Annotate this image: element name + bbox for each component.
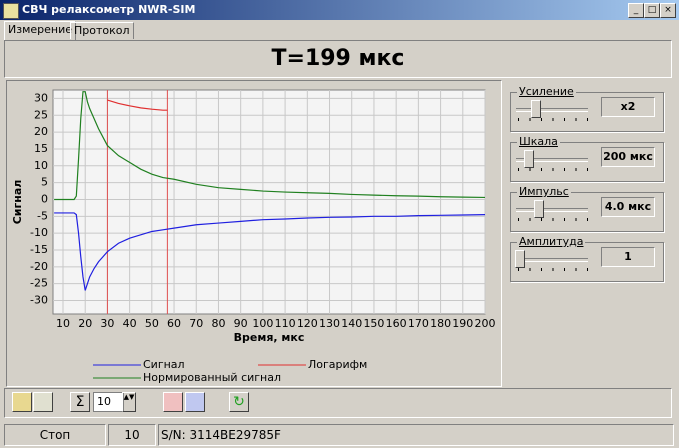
spin-button[interactable]: ▲▼ (122, 392, 136, 412)
slider-thumb[interactable] (533, 200, 544, 218)
control-value: 200 мкс (601, 147, 655, 167)
x-tick-label: 70 (189, 317, 203, 330)
result-header: T=199 мкс (4, 40, 672, 78)
slider-track (516, 108, 588, 112)
sum-button[interactable]: Σ (70, 392, 90, 412)
control-value: 4.0 мкс (601, 197, 655, 217)
x-tick-label: 120 (297, 317, 318, 330)
y-tick-label: 10 (34, 159, 48, 172)
legend-label: Сигнал (143, 358, 185, 371)
series-line (54, 91, 486, 201)
control-group: Импульс (510, 185, 664, 232)
x-tick-label: 90 (234, 317, 248, 330)
x-tick-label: 180 (430, 317, 451, 330)
x-tick-label: 60 (167, 317, 181, 330)
x-tick-label: 130 (319, 317, 340, 330)
x-tick-label: 110 (275, 317, 296, 330)
y-tick-label: 15 (34, 142, 48, 155)
chart: -30 -25 -20 -15 -10 -5 0 5 10 15 20 25 30 10 20 30 40 50 6… (11, 89, 496, 384)
series-line (54, 212, 486, 291)
copy-button[interactable] (33, 392, 53, 412)
x-tick-label: 80 (211, 317, 225, 330)
control-group: Амплитуда (510, 235, 664, 282)
x-tick-label: 140 (341, 317, 362, 330)
tab[interactable]: Протокол (70, 22, 134, 39)
x-tick-label: 150 (363, 317, 384, 330)
control-label: Импульс (517, 185, 571, 198)
slider-thumb[interactable] (523, 150, 534, 168)
x-tick-label: 30 (100, 317, 114, 330)
x-tick-label: 170 (408, 317, 429, 330)
title-bar: СВЧ релаксометр NWR-SIM (0, 0, 679, 20)
control-label: Шкала (517, 135, 560, 148)
count-input[interactable]: 10 (93, 392, 124, 412)
x-tick-label: 20 (78, 317, 92, 330)
x-tick-label: 50 (145, 317, 159, 330)
control-group: Усиление (510, 85, 664, 132)
y-tick-label: 5 (41, 176, 48, 189)
y-axis-title: Сигнал (11, 180, 24, 225)
y-tick-label: -25 (30, 277, 48, 290)
tab[interactable]: Измерение (4, 21, 77, 40)
slider-ticks (518, 118, 588, 121)
slider-ticks (518, 218, 588, 221)
y-tick-label: 25 (34, 108, 48, 121)
refresh-button[interactable]: ↻ (229, 392, 249, 412)
status-cell: Стоп (4, 424, 106, 446)
x-tick-label: 200 (475, 317, 496, 330)
y-tick-label: 20 (34, 125, 48, 138)
y-tick-label: -5 (37, 209, 48, 222)
x-axis-title: Время, мкс (234, 331, 305, 344)
status-cell: 10 (108, 424, 156, 446)
plot-area (52, 89, 486, 315)
maximize-button[interactable]: □ (644, 3, 660, 18)
status-cell: S/N: 3114BE29785F (158, 424, 674, 446)
y-tick-label: -20 (30, 260, 48, 273)
minimize-button[interactable]: _ (628, 3, 644, 18)
y-tick-label: -30 (30, 294, 48, 307)
close-button[interactable]: × (660, 3, 676, 18)
slider-track (516, 208, 588, 212)
slider-ticks (518, 268, 588, 271)
open-button[interactable] (12, 392, 32, 412)
control-value: x2 (601, 97, 655, 117)
slider-track (516, 158, 588, 162)
slider-thumb[interactable] (515, 250, 526, 268)
y-tick-label: -10 (30, 226, 48, 239)
control-label: Амплитуда (517, 235, 586, 248)
toolbar (4, 388, 672, 418)
series-line (107, 99, 168, 111)
x-tick-label: 190 (452, 317, 473, 330)
legend-label: Нормированный сигнал (143, 371, 281, 384)
x-tick-label: 160 (386, 317, 407, 330)
slider-thumb[interactable] (530, 100, 541, 118)
control-group: Шкала (510, 135, 664, 182)
app-icon (3, 3, 19, 19)
add-button[interactable] (163, 392, 183, 412)
control-value: 1 (601, 247, 655, 267)
control-label: Усиление (517, 85, 576, 98)
slider-ticks (518, 168, 588, 171)
legend-label: Логарифм (308, 358, 367, 371)
y-tick-label: -15 (30, 243, 48, 256)
x-tick-label: 10 (56, 317, 70, 330)
x-tick-label: 40 (123, 317, 137, 330)
slider-track (516, 258, 588, 262)
y-tick-label: 0 (41, 192, 48, 205)
x-tick-label: 100 (252, 317, 273, 330)
y-tick-label: 30 (34, 91, 48, 104)
swap-button[interactable] (185, 392, 205, 412)
chart-panel (6, 80, 502, 387)
